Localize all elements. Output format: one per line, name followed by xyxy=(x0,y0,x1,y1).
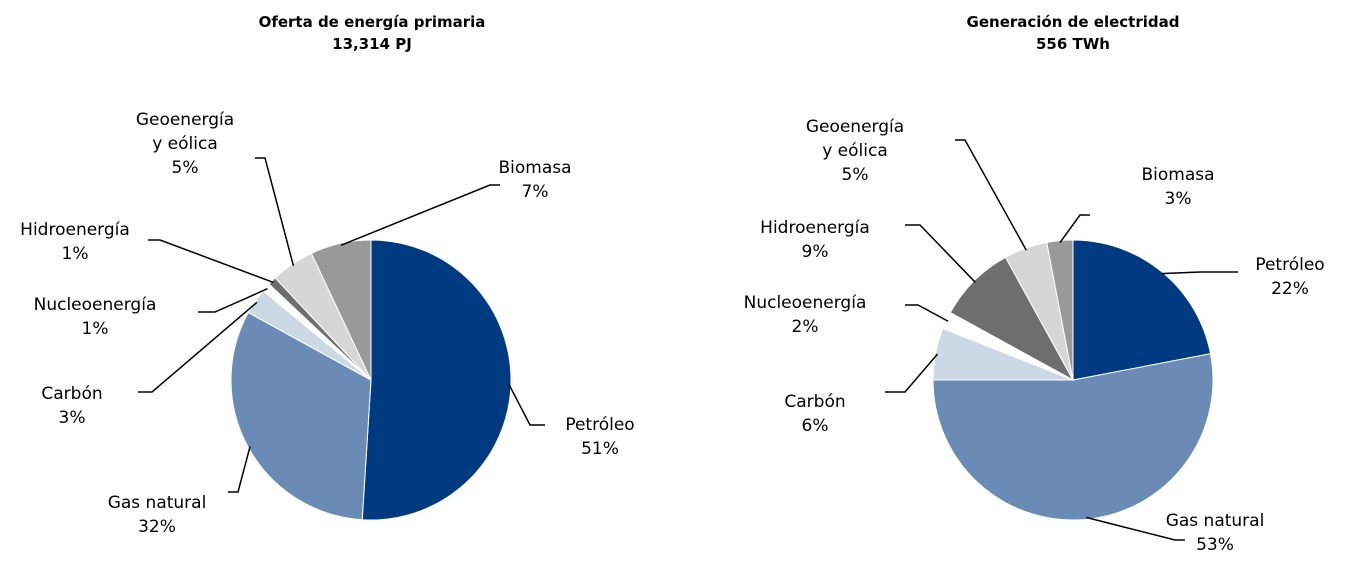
leader-line xyxy=(905,304,949,322)
category-name: Nucleoenergía xyxy=(33,295,157,315)
chart-title: Oferta de energía primaria xyxy=(258,13,486,31)
pie-slice xyxy=(361,239,512,521)
slice-label: Nucleoenergía 1% xyxy=(34,293,157,341)
value-label: 3% xyxy=(58,408,86,428)
slice-label: Petróleo 22% xyxy=(1255,253,1324,301)
value-label: 2% xyxy=(791,317,819,337)
category-name: Biomasa xyxy=(1141,165,1215,185)
pie-slice xyxy=(932,353,1214,521)
value-label: 5% xyxy=(841,165,869,185)
value-label: 51% xyxy=(581,439,619,459)
leader-line xyxy=(1085,516,1185,541)
slice-label: Nucleoenergía 2% xyxy=(744,291,867,339)
category-name: Gas natural xyxy=(1165,511,1265,531)
value-label: 3% xyxy=(1164,189,1192,209)
chart-subtitle: 13,314 PJ xyxy=(332,35,412,53)
category-name: Biomasa xyxy=(498,158,572,178)
value-label: 5% xyxy=(171,158,199,178)
category-name: Petróleo xyxy=(565,415,635,435)
leader-line xyxy=(955,139,1027,251)
pie-slice xyxy=(310,239,372,381)
value-label: 53% xyxy=(1196,535,1234,555)
slice-label: Gas natural 32% xyxy=(108,491,207,539)
category-name: Nucleoenergía xyxy=(743,293,867,313)
pie-slice xyxy=(230,311,372,521)
leader-line xyxy=(340,184,500,247)
leader-line xyxy=(1160,271,1238,275)
slice-label: Carbón 3% xyxy=(41,382,102,430)
slice-label: Geoenergía y eólica 5% xyxy=(805,115,905,187)
value-label: 32% xyxy=(138,517,176,537)
slice-label: Biomasa 3% xyxy=(1141,163,1214,211)
value-label: 7% xyxy=(521,182,549,202)
leader-line xyxy=(905,224,976,283)
leader-line xyxy=(255,157,295,267)
chart-title: Generación de electridad xyxy=(966,13,1180,31)
slice-label: Geoenergía y eólica 5% xyxy=(135,108,235,180)
leader-line xyxy=(148,239,274,284)
pie-slice xyxy=(1046,239,1074,381)
slice-label: Gas natural 53% xyxy=(1166,509,1265,557)
value-label: 1% xyxy=(81,319,109,339)
category-name: Geoenergía y eólica xyxy=(805,117,905,161)
value-label: 9% xyxy=(801,242,829,262)
chart-subtitle: 556 TWh xyxy=(1036,35,1110,53)
slice-label: Biomasa 7% xyxy=(498,156,571,204)
slice-label: Hidroenergía 1% xyxy=(20,218,130,266)
slice-label: Hidroenergía 9% xyxy=(760,216,870,264)
slice-label: Carbón 6% xyxy=(784,390,845,438)
value-label: 22% xyxy=(1271,279,1309,299)
category-name: Hidroenergía xyxy=(20,220,130,240)
category-name: Carbón xyxy=(784,392,846,412)
leader-line xyxy=(885,353,939,393)
category-name: Carbón xyxy=(41,384,103,404)
value-label: 1% xyxy=(61,244,89,264)
value-label: 6% xyxy=(801,416,829,436)
leader-line xyxy=(228,446,251,493)
leader-line xyxy=(198,288,268,313)
category-name: Geoenergía y eólica xyxy=(135,110,235,154)
category-name: Gas natural xyxy=(107,493,207,513)
slice-label: Petróleo 51% xyxy=(565,413,634,461)
category-name: Hidroenergía xyxy=(760,218,870,238)
leader-line xyxy=(508,383,545,426)
pie-slice xyxy=(1072,239,1212,381)
leader-line xyxy=(138,301,258,393)
category-name: Petróleo xyxy=(1255,255,1325,275)
leader-line xyxy=(1059,214,1090,244)
